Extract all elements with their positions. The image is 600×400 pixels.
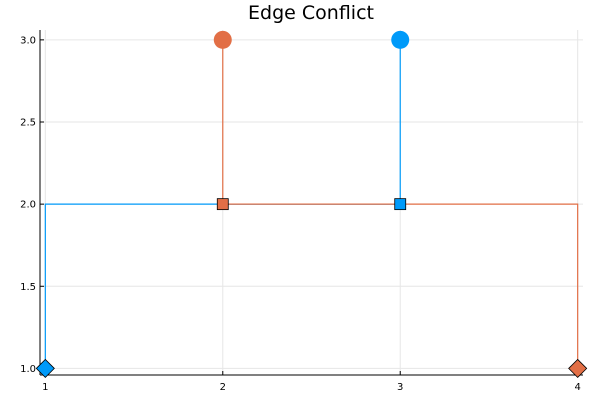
x-tick-label-1: 2: [220, 382, 226, 393]
series-1-marker-diamond-0: [568, 358, 588, 378]
x-tick-label-0: 1: [42, 382, 48, 393]
grid-layer: [40, 30, 583, 375]
series-0-marker-diamond-0: [35, 358, 55, 378]
series-0-marker-circle-2: [391, 30, 410, 49]
series-0-marker-square-1: [394, 198, 407, 211]
y-tick-label-2: 2.0: [20, 200, 36, 211]
y-tick-label-1: 1.5: [20, 282, 36, 293]
y-tick-label-3: 2.5: [20, 118, 36, 129]
chart-title: Edge Conflict: [248, 2, 374, 24]
marker-layer: [35, 30, 588, 378]
x-tick-label-3: 4: [574, 382, 580, 393]
series-1-marker-square-1: [216, 198, 229, 211]
y-tick-label-0: 1.0: [20, 364, 36, 375]
series-layer: [44, 39, 579, 369]
series-1-marker-circle-2: [213, 30, 232, 49]
y-tick-label-4: 3.0: [20, 35, 36, 46]
axis-layer: 1 2 3 4 1.0 1.5 2.0 2.5 3.0: [20, 30, 583, 393]
x-tick-label-2: 3: [397, 382, 403, 393]
